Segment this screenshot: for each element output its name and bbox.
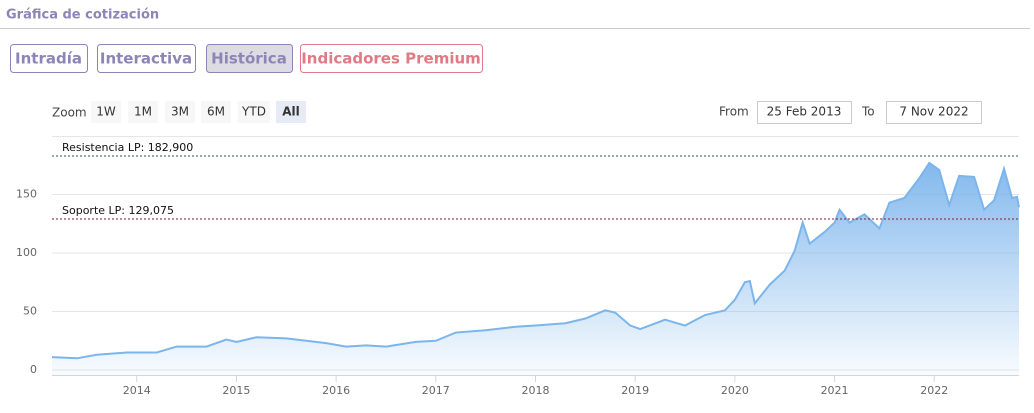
plot: 0 50 100 150 2014 2015 2016 2017 2018 2019 2020 202… (16, 136, 1020, 397)
tab-button[interactable] (10, 44, 88, 73)
zoom-button-label[interactable]: YTD (241, 105, 266, 119)
tab-label[interactable]: Interactiva (100, 50, 192, 68)
y-tick-label: 50 (23, 305, 37, 318)
to-value[interactable]: 7 Nov 2022 (899, 105, 968, 119)
x-tick-label: 2015 (222, 384, 250, 397)
x-tick-label: 2018 (522, 384, 550, 397)
from-label: From (719, 105, 749, 119)
y-tick-label: 100 (16, 246, 37, 259)
y-tick-label: 0 (30, 363, 37, 376)
zoom-button[interactable] (128, 101, 158, 123)
zoom-button-label[interactable]: 6M (207, 105, 225, 119)
x-tick-label: 2020 (721, 384, 749, 397)
price-line (51, 161, 1020, 360)
zoom-button-label[interactable]: All (282, 105, 300, 119)
zoom-button-label[interactable]: 1M (134, 105, 152, 119)
tab-button[interactable] (97, 44, 196, 73)
tab-label[interactable]: Intradía (15, 50, 82, 68)
zoom-button[interactable] (201, 101, 231, 123)
zoom-button[interactable] (238, 101, 270, 123)
x-tick-label: 2017 (422, 384, 450, 397)
area-fill (52, 162, 1019, 375)
from-input[interactable] (757, 101, 852, 124)
from-value[interactable]: 25 Feb 2013 (767, 105, 842, 119)
tab-label[interactable]: Indicadores Premium (301, 50, 481, 68)
x-tick-label: 2014 (123, 384, 151, 397)
reference-label: Soporte LP: 129,075 (62, 204, 174, 217)
range-selector: Zoom 1W 1M 3M 6M YTD All From 25 Feb 2013 To 7 Nov… (52, 101, 982, 124)
widget-title: Gráfica de cotización (6, 8, 159, 23)
zoom-button[interactable] (276, 101, 306, 123)
x-tick-label: 2019 (621, 384, 649, 397)
zoom-button[interactable] (91, 101, 121, 123)
x-tick-label: 2016 (322, 384, 350, 397)
tab-label[interactable]: Histórica (211, 50, 287, 68)
to-label: To (861, 105, 875, 119)
y-tick-label: 150 (16, 188, 37, 201)
reference-label: Resistencia LP: 182,900 (62, 141, 193, 154)
tab-button[interactable] (206, 44, 293, 73)
zoom-button-label[interactable]: 3M (171, 105, 189, 119)
tabs: Intradía Interactiva Histórica Indicadores … (10, 44, 483, 73)
to-input[interactable] (886, 101, 982, 124)
x-tick-label: 2022 (920, 384, 948, 397)
zoom-label: Zoom (52, 106, 87, 120)
tab-button[interactable] (300, 44, 483, 73)
x-tick-label: 2021 (821, 384, 849, 397)
zoom-button[interactable] (165, 101, 195, 123)
zoom-button-label[interactable]: 1W (96, 105, 116, 119)
